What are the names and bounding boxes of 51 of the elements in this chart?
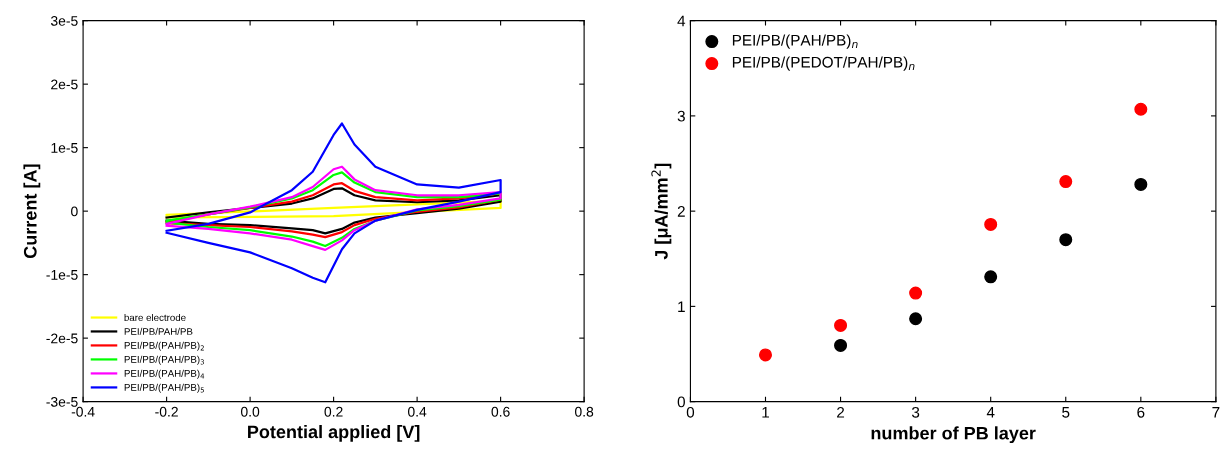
point (909, 312, 923, 326)
point (909, 286, 923, 300)
y-tick-label: 2 (677, 206, 685, 217)
y-axis-title: Current [A] (23, 164, 41, 259)
y-tick-label: -2e-5 (46, 333, 78, 344)
legend-label: PEI/PB/(PAH/PB)$_{3}$ (124, 355, 204, 365)
x-tick-label: 0.2 (324, 406, 343, 417)
y-tick-label: -1e-5 (46, 270, 78, 280)
x-tick-label: 7 (1212, 407, 1220, 418)
point (984, 217, 998, 231)
legend-label: PEI/PB/(PAH/PB)$_{5}$ (124, 383, 204, 393)
x-tick-label: 0.4 (408, 406, 427, 417)
y-tick-label: 1 (678, 301, 685, 312)
point (1134, 177, 1148, 191)
x-tick-label: 3 (911, 406, 920, 418)
point (834, 338, 848, 352)
y-tick-label: 0 (677, 396, 685, 408)
x-axis-title: Potential applied [V] (248, 424, 420, 442)
x-tick-label: -0.4 (71, 406, 95, 417)
x-tick-label: 0.0 (240, 406, 260, 417)
x-tick-label: 6 (1137, 406, 1145, 418)
legend-label: bare electrode (124, 313, 186, 322)
x-tick-label: 0 (686, 406, 695, 418)
legend-label: PEI/PB/(PAH/PB)$_{4}$ (124, 369, 205, 379)
point (758, 348, 773, 362)
x-tick-label: 0.6 (491, 406, 510, 417)
y-axis-title: J [μA/mm$^{2}$] (651, 163, 672, 260)
legend-label: PEI/PB/(PAH/PB)$_{n}$ (732, 34, 858, 49)
line-series (165, 122, 502, 284)
point (1059, 175, 1073, 189)
point (1134, 102, 1148, 116)
y-tick-label: 3e-5 (50, 15, 78, 26)
y-tick-label: 2e-5 (51, 79, 78, 90)
legend-label: PEI/PB/(PAH/PB)$_{2}$ (124, 341, 204, 351)
point (834, 318, 848, 332)
legend-label: PEI/PB/PAH/PB (124, 327, 193, 335)
x-tick-label: 4 (986, 407, 995, 418)
y-tick-label: 3 (677, 110, 685, 122)
x-tick-label: 0.8 (575, 406, 594, 417)
y-tick-label: 1e-5 (51, 143, 78, 153)
x-tick-label: 1 (762, 407, 769, 418)
x-tick-label: 5 (1062, 407, 1070, 418)
y-tick-label: -3e-5 (46, 396, 78, 407)
x-tick-label: -0.2 (155, 406, 178, 417)
y-tick-label: 0 (71, 206, 78, 217)
x-axis-title: number of PB layer (871, 426, 1036, 444)
point (1059, 233, 1073, 247)
legend-label: PEI/PB/(PEDOT/PAH/PB)$_{n}$ (732, 56, 915, 71)
y-tick-label: 4 (677, 15, 686, 27)
point (984, 270, 998, 284)
x-tick-label: 2 (837, 406, 845, 418)
